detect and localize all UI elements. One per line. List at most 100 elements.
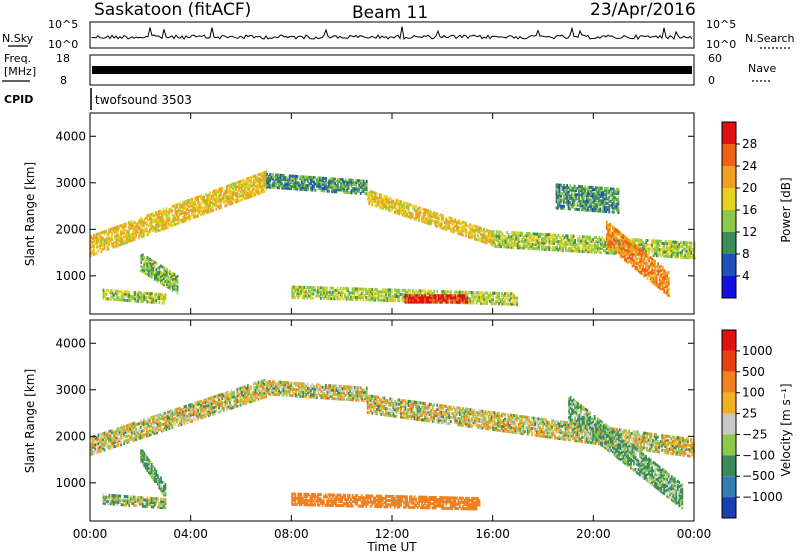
vel-echo-pixel xyxy=(102,434,104,438)
power-echo-pixel xyxy=(651,267,653,271)
power-echo-pixel xyxy=(301,290,304,293)
power-echo-pixel xyxy=(165,215,168,219)
vel-echo-pixel xyxy=(186,408,189,412)
power-echo-pixel xyxy=(446,290,449,294)
power-echo-pixel xyxy=(585,208,588,212)
power-echo-pixel xyxy=(344,178,347,182)
power-echo-pixel xyxy=(253,193,255,197)
power-echo-pixel xyxy=(672,251,675,254)
power-echo-pixel xyxy=(341,289,343,293)
power-echo-pixel xyxy=(587,198,590,202)
power-echo-pixel xyxy=(471,228,473,231)
nsky-strip-frame xyxy=(89,21,695,49)
power-echo-pixel xyxy=(646,257,649,261)
vel-echo-pixel xyxy=(106,437,109,440)
power-echo-pixel xyxy=(192,201,195,205)
power-echo-pixel xyxy=(171,223,174,227)
power-echo-pixel xyxy=(440,226,443,230)
power-echo-pixel xyxy=(599,192,602,196)
power-echo-pixel xyxy=(521,240,524,244)
power-echo-pixel xyxy=(303,175,306,179)
power-echo-pixel xyxy=(203,205,206,209)
power-echo-pixel xyxy=(442,298,445,302)
vel-echo-pixel xyxy=(162,422,165,426)
power-echo-pixel xyxy=(389,292,392,296)
vel-echo-pixel xyxy=(182,410,184,413)
power-echo-pixel xyxy=(651,261,653,265)
vel-echo-pixel xyxy=(168,422,171,426)
power-echo-pixel xyxy=(228,198,231,202)
power-echo-pixel xyxy=(581,195,584,199)
power-echo-pixel xyxy=(558,183,561,187)
power-echo-pixel xyxy=(512,245,515,249)
power-echo-pixel xyxy=(597,186,600,190)
power-echo-pixel xyxy=(555,206,558,210)
power-echo-pixel xyxy=(140,265,143,268)
power-echo-pixel xyxy=(498,240,501,244)
power-echo-pixel xyxy=(489,229,491,233)
power-echo-pixel xyxy=(371,298,374,302)
power-echo-pixel xyxy=(301,296,304,300)
power-echo-pixel xyxy=(278,180,280,183)
power-echo-pixel xyxy=(96,251,98,255)
power-echo-pixel xyxy=(666,242,669,246)
power-echo-pixel xyxy=(347,191,350,195)
power-echo-pixel xyxy=(463,225,466,229)
power-echo-pixel xyxy=(128,296,131,300)
power-echo-pixel xyxy=(303,179,306,183)
power-echo-pixel xyxy=(281,186,284,190)
vel-echo-pixel xyxy=(105,435,107,439)
power-echo-pixel xyxy=(504,302,506,306)
power-echo-pixel xyxy=(380,204,383,208)
power-echo-pixel xyxy=(124,239,127,243)
power-echo-pixel xyxy=(477,297,479,301)
power-echo-pixel xyxy=(144,261,147,265)
power-echo-pixel xyxy=(362,188,365,191)
vel-echo-pixel xyxy=(142,433,145,437)
power-echo-pixel xyxy=(331,179,333,183)
power-echo-pixel xyxy=(437,217,440,220)
power-echo-pixel xyxy=(604,251,607,255)
power-echo-pixel xyxy=(200,194,202,198)
power-echo-pixel xyxy=(326,181,329,185)
power-echo-pixel xyxy=(583,243,586,247)
power-echo-pixel xyxy=(291,176,294,180)
power-echo-pixel xyxy=(266,172,268,176)
power-echo-pixel xyxy=(158,220,160,224)
power-echo-pixel xyxy=(643,272,646,276)
power-echo-pixel xyxy=(427,221,429,225)
power-echo-pixel xyxy=(664,270,667,274)
power-echo-pixel xyxy=(657,243,660,247)
power-echo-pixel xyxy=(603,197,606,201)
power-echo-pixel xyxy=(590,202,593,206)
power-echo-pixel xyxy=(578,237,581,241)
power-echo-pixel xyxy=(605,237,608,241)
power-echo-pixel xyxy=(272,175,274,179)
power-echo-pixel xyxy=(501,239,504,242)
power-echo-pixel xyxy=(627,252,629,256)
power-echo-pixel xyxy=(156,216,159,220)
power-echo-pixel xyxy=(578,197,580,201)
power-echo-pixel xyxy=(381,290,384,294)
power-echo-pixel xyxy=(428,222,431,226)
power-echo-pixel xyxy=(182,207,184,211)
power-echo-pixel xyxy=(440,300,443,304)
power-echo-pixel xyxy=(690,256,693,260)
power-echo-pixel xyxy=(351,289,354,293)
power-echo-pixel xyxy=(114,245,116,249)
power-echo-pixel xyxy=(244,197,246,201)
power-echo-pixel xyxy=(606,208,609,212)
vel-echo-pixel xyxy=(162,412,165,416)
power-echo-pixel xyxy=(222,196,225,200)
power-echo-pixel xyxy=(295,285,298,289)
vel-echo-pixel xyxy=(162,426,165,430)
power-echo-pixel xyxy=(315,290,318,294)
power-echo-pixel xyxy=(357,295,360,299)
power-echo-pixel xyxy=(415,294,417,298)
vel-echo-pixel xyxy=(191,404,193,408)
power-echo-pixel xyxy=(218,204,221,208)
vel-echo-pixel xyxy=(138,437,141,440)
power-echo-pixel xyxy=(559,240,561,244)
power-echo-pixel xyxy=(588,202,591,206)
power-echo-pixel xyxy=(357,287,360,291)
